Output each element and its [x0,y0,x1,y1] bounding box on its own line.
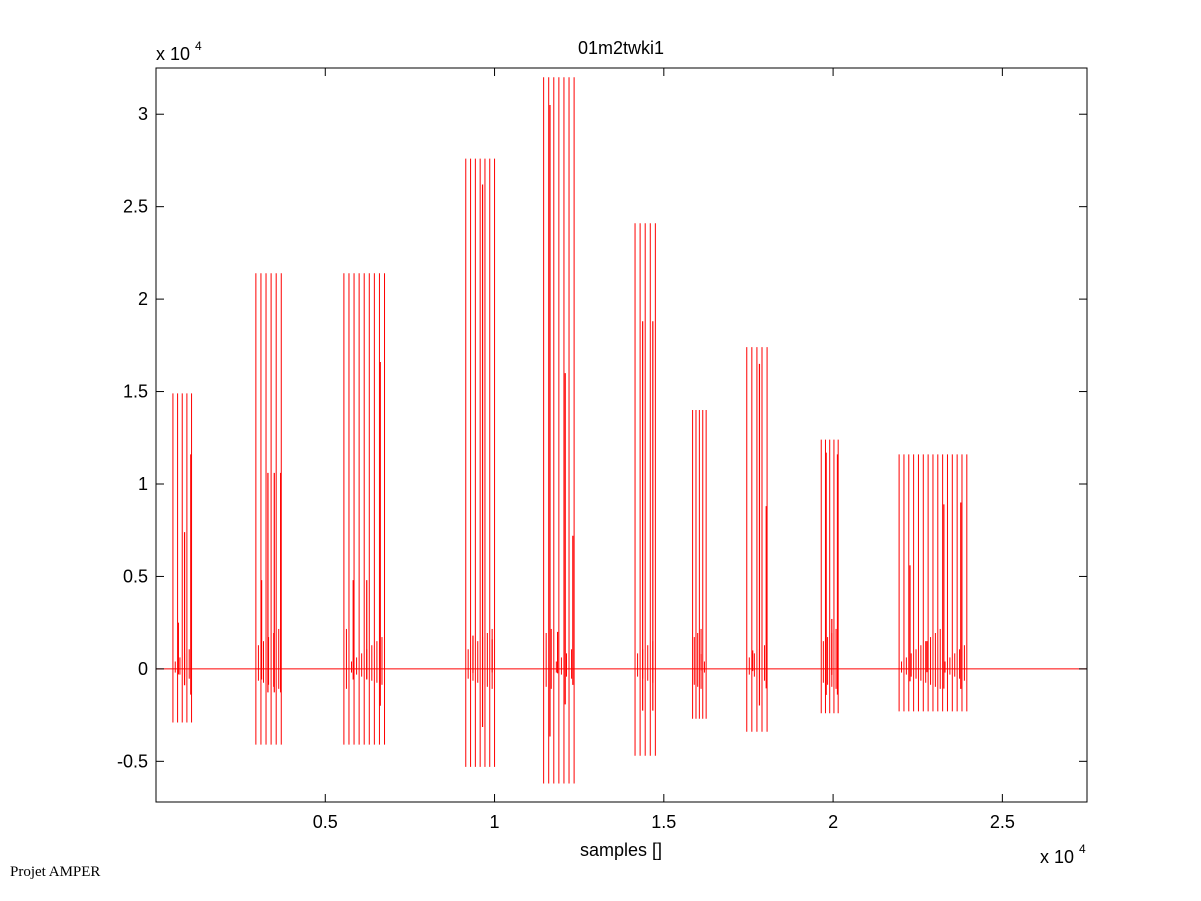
y-axis-ticks: -0.5 0 0.5 1 1.5 2 2.5 3 [117,104,1087,771]
chart-title: 01m2twki1 [578,38,664,58]
signal-burst [172,393,193,723]
x-tick-label: 1.5 [651,812,676,832]
y-tick-label: 1.5 [123,382,148,402]
y-tick-label: 0.5 [123,566,148,586]
y-tick-label: 2 [138,289,148,309]
x-axis-ticks: 0.5 1 1.5 2 2.5 [313,68,1015,832]
signal-burst [543,77,575,784]
x-tick-label: 0.5 [313,812,338,832]
x-tick-label: 2.5 [990,812,1015,832]
signal-traces [156,77,1087,784]
y-multiplier-base: x 10 [156,44,190,64]
signal-burst [692,410,707,719]
x-multiplier-exponent: 4 [1079,842,1086,856]
signal-burst [465,158,496,767]
axes-box [155,67,1088,803]
x-axis-multiplier: x 10 4 [1040,842,1086,867]
x-multiplier-base: x 10 [1040,847,1074,867]
signal-burst [255,273,282,745]
signal-burst [634,223,656,756]
y-axis-multiplier: x 10 4 [156,39,202,64]
signal-burst [820,439,839,714]
y-tick-label: 3 [138,104,148,124]
signal-burst [343,273,386,745]
x-axis-label: samples [] [580,840,662,860]
signal-burst [746,347,768,732]
x-tick-label: 1 [490,812,500,832]
axes-background [156,68,1087,802]
y-tick-label: 2.5 [123,197,148,217]
y-multiplier-exponent: 4 [195,39,202,53]
x-tick-label: 2 [828,812,838,832]
y-tick-label: -0.5 [117,751,148,771]
y-tick-label: 1 [138,474,148,494]
signal-burst [898,454,968,712]
y-tick-label: 0 [138,659,148,679]
credit-label: Projet AMPER [10,864,101,880]
